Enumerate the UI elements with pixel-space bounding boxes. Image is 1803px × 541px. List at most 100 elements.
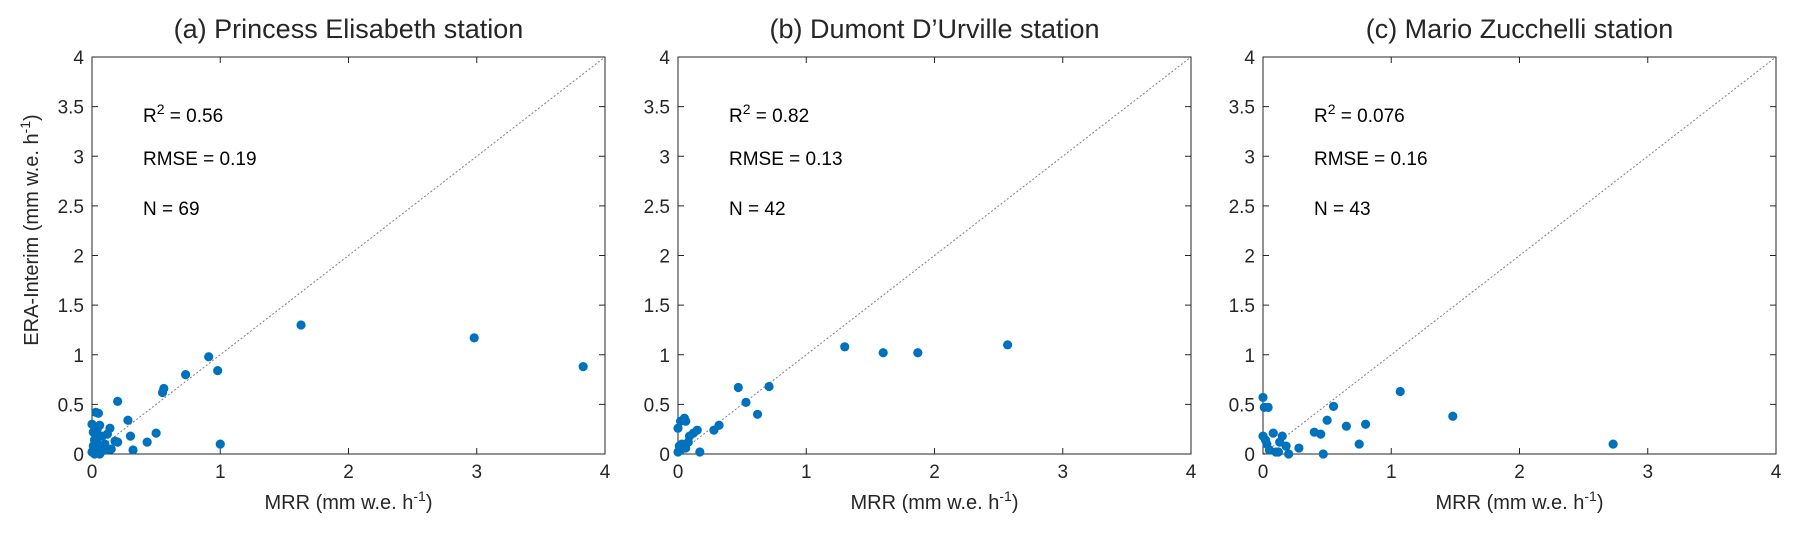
scatter-panel-2: (b) Dumont D’Urville station 0 1 2 3 4 0 0.5 1 1.… xyxy=(644,14,1197,514)
data-point xyxy=(1003,340,1013,350)
y-tick-label: 3.5 xyxy=(644,98,670,119)
one-to-one-reference-line xyxy=(91,56,606,455)
data-point xyxy=(159,383,169,394)
data-point xyxy=(1277,431,1287,441)
data-point xyxy=(1273,447,1283,457)
rmse-annotation: RMSE = 0.16 xyxy=(1314,149,1428,170)
y-tick-label: 1.5 xyxy=(644,296,670,317)
data-point xyxy=(123,415,133,425)
data-point xyxy=(92,424,102,434)
x-axis-label: MRR (mm w.e. h-1) xyxy=(850,488,1018,514)
x-tick-label: 2 xyxy=(929,462,940,483)
y-tick-label: 4 xyxy=(659,48,670,69)
data-point xyxy=(296,320,306,330)
data-point xyxy=(204,352,214,362)
chart-title: (a) Princess Elisabeth station xyxy=(174,14,524,44)
data-point xyxy=(840,342,850,352)
x-tick-label: 4 xyxy=(1186,462,1197,483)
x-tick-label: 4 xyxy=(1771,462,1782,483)
data-point xyxy=(98,442,109,452)
data-point xyxy=(1316,429,1326,439)
y-tick-label: 3 xyxy=(73,147,84,168)
y-tick-label: 3.5 xyxy=(58,98,84,119)
x-tick-label: 0 xyxy=(673,462,684,483)
data-point xyxy=(675,445,686,455)
data-point xyxy=(692,425,702,435)
rmse-annotation: RMSE = 0.19 xyxy=(143,149,257,170)
data-point xyxy=(695,447,705,457)
data-point xyxy=(1328,401,1339,411)
one-to-one-reference-line xyxy=(1262,56,1777,455)
data-point xyxy=(1281,441,1291,451)
y-tick-label: 1 xyxy=(1244,346,1255,367)
data-point xyxy=(1318,449,1328,459)
y-tick-label: 4 xyxy=(1244,48,1255,69)
x-tick-label: 3 xyxy=(1642,462,1653,483)
x-tick-label: 2 xyxy=(343,462,354,483)
y-tick-label: 0 xyxy=(659,445,670,466)
scatter-panel-3: (c) Mario Zucchelli station 0 1 2 3 4 0 0.5 1 1.5… xyxy=(1229,14,1782,514)
data-point xyxy=(213,366,223,376)
x-axis-label: MRR (mm w.e. h-1) xyxy=(1435,488,1603,514)
data-point xyxy=(105,423,115,433)
data-point xyxy=(683,437,693,447)
sample-count-annotation: N = 69 xyxy=(143,199,200,220)
y-tick-label: 1.5 xyxy=(1229,296,1255,317)
y-tick-label: 2.5 xyxy=(644,197,670,218)
x-tick-label: 3 xyxy=(471,462,482,483)
data-point xyxy=(151,428,161,438)
y-tick-label: 2 xyxy=(659,247,670,268)
sample-count-annotation: N = 43 xyxy=(1314,199,1371,220)
x-tick-label: 1 xyxy=(801,462,812,483)
y-tick-label: 0.5 xyxy=(58,395,84,416)
y-tick-label: 3.5 xyxy=(1229,98,1255,119)
data-point xyxy=(1395,386,1405,397)
y-tick-label: 0 xyxy=(73,445,84,466)
y-tick-label: 1.5 xyxy=(58,296,84,317)
y-tick-label: 4 xyxy=(73,48,84,69)
rmse-annotation: RMSE = 0.13 xyxy=(729,149,843,170)
y-tick-label: 0.5 xyxy=(1229,395,1255,416)
data-point xyxy=(1268,428,1278,438)
data-point xyxy=(128,445,138,455)
data-point xyxy=(878,348,888,358)
data-point xyxy=(1608,439,1618,449)
data-point xyxy=(215,439,225,449)
data-point xyxy=(106,444,116,454)
r-squared-annotation: R2 = 0.82 xyxy=(729,101,809,127)
data-point xyxy=(113,437,123,447)
data-point xyxy=(752,409,763,419)
data-point xyxy=(1284,449,1294,459)
shared-y-axis-label: ERA-Interim (mm w.e. h-1) xyxy=(17,114,43,345)
x-tick-label: 0 xyxy=(1258,462,1269,483)
data-point xyxy=(93,408,104,418)
x-tick-label: 1 xyxy=(215,462,226,483)
x-tick-label: 1 xyxy=(1386,462,1397,483)
data-point xyxy=(1361,419,1371,429)
data-point xyxy=(741,397,751,407)
data-point xyxy=(142,437,152,447)
data-point xyxy=(181,370,191,380)
x-tick-label: 3 xyxy=(1057,462,1068,483)
x-tick-label: 4 xyxy=(600,462,611,483)
data-point xyxy=(1258,392,1268,403)
data-point xyxy=(1260,435,1271,445)
y-tick-label: 2.5 xyxy=(58,197,84,218)
r-squared-annotation: R2 = 0.56 xyxy=(143,101,223,127)
data-point xyxy=(578,362,588,372)
r-squared-annotation: R2 = 0.076 xyxy=(1314,101,1405,127)
data-point xyxy=(91,431,101,441)
data-point xyxy=(681,416,691,426)
y-tick-label: 1 xyxy=(73,346,84,367)
data-point xyxy=(1263,402,1273,412)
chart-title: (c) Mario Zucchelli station xyxy=(1366,14,1674,44)
y-tick-label: 0.5 xyxy=(644,395,670,416)
y-tick-label: 2 xyxy=(73,247,84,268)
x-tick-label: 0 xyxy=(87,462,98,483)
sample-count-annotation: N = 42 xyxy=(729,199,786,220)
data-point xyxy=(1294,443,1304,453)
data-point xyxy=(1322,415,1332,425)
data-point xyxy=(1341,421,1351,431)
